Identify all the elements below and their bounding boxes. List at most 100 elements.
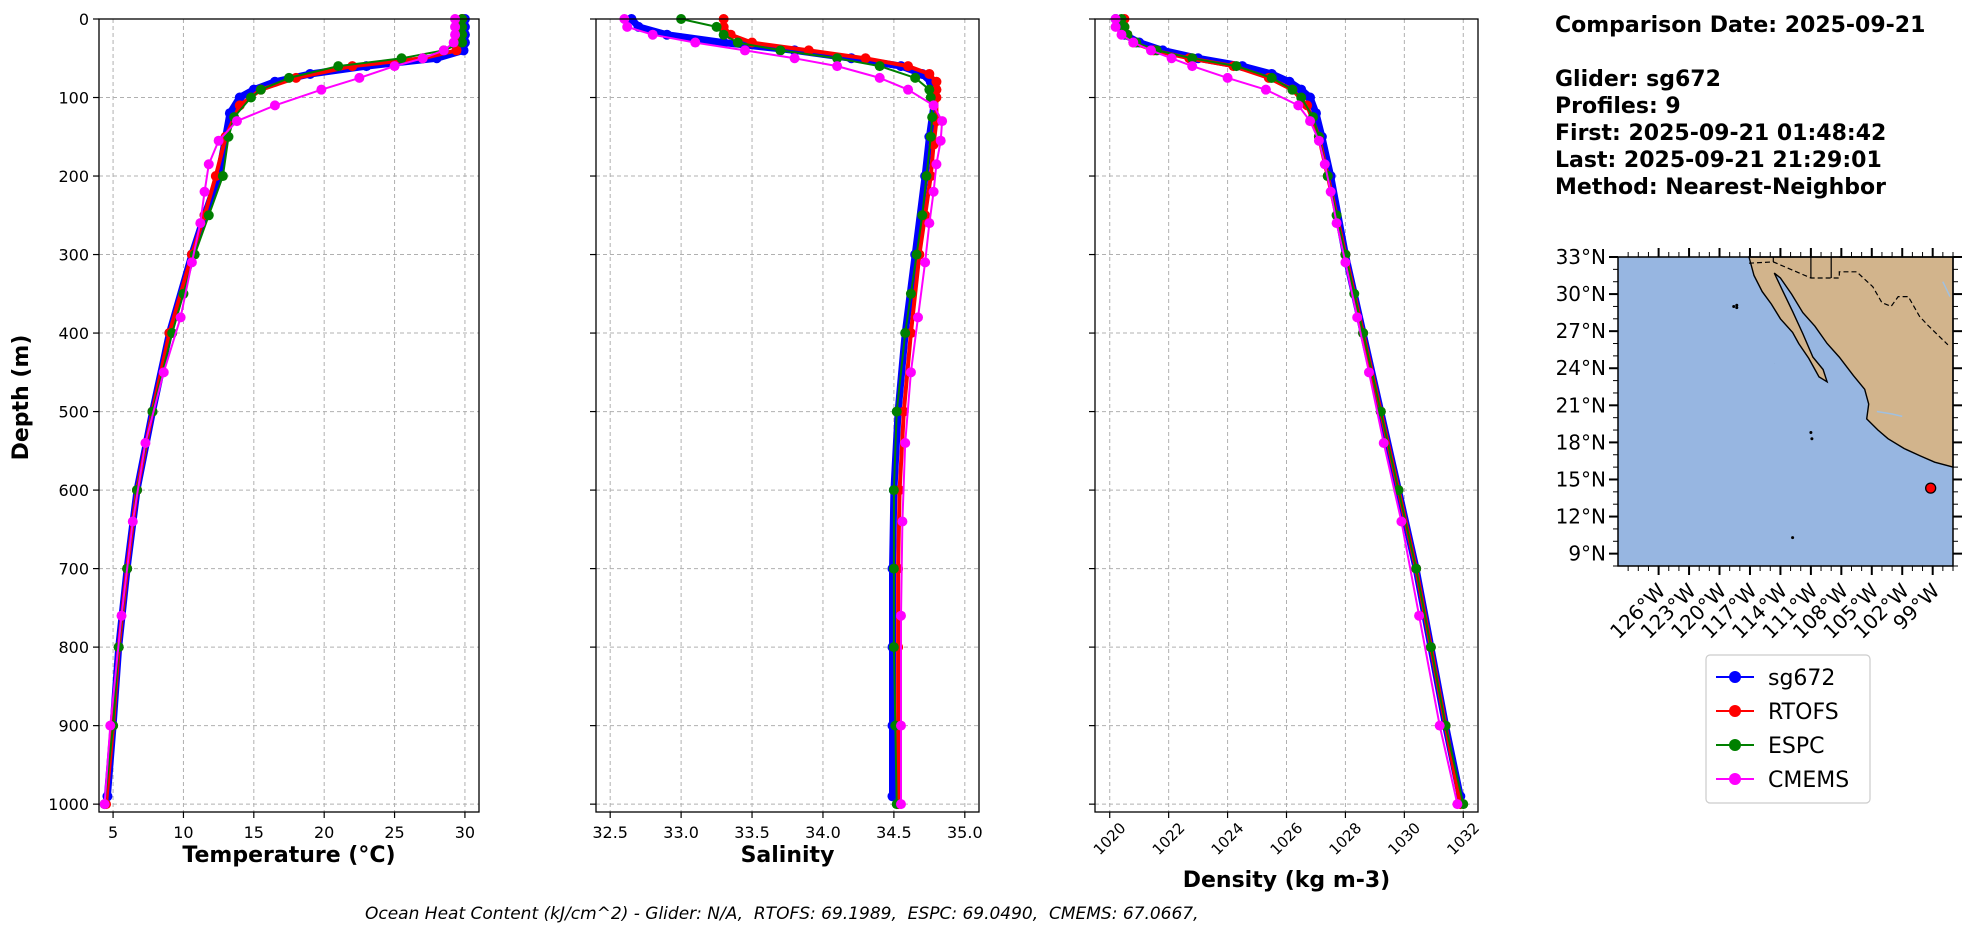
point-ESPC-14 xyxy=(912,250,922,260)
ytick-label-10: 1000 xyxy=(48,795,89,814)
point-CMEMS-6 xyxy=(832,61,842,71)
point-RTOFS-7 xyxy=(924,69,934,79)
info-panel: Comparison Date: 2025-09-21 Glider: sg67… xyxy=(1555,12,1925,201)
axes-frame xyxy=(99,19,479,812)
legend-label-RTOFS: RTOFS xyxy=(1768,700,1839,725)
point-ESPC-20 xyxy=(889,642,899,652)
xtick-label-2: 1024 xyxy=(1208,819,1248,859)
island-4 xyxy=(1810,437,1813,440)
point-CMEMS-14 xyxy=(195,218,205,228)
glider-position-marker xyxy=(1926,483,1936,493)
legend-marker-ESPC xyxy=(1729,739,1741,751)
point-ESPC-8 xyxy=(256,85,266,95)
point-ESPC-6 xyxy=(1231,61,1241,71)
glider-name: Glider: sg672 xyxy=(1555,66,1925,93)
point-CMEMS-20 xyxy=(1414,611,1424,621)
island-1 xyxy=(1735,306,1738,309)
point-CMEMS-8 xyxy=(316,85,326,95)
ytick-label-3: 300 xyxy=(58,246,89,265)
xtick-label-3: 1026 xyxy=(1267,819,1307,859)
point-ESPC-4 xyxy=(775,45,785,55)
series-line-sg672 xyxy=(632,19,936,796)
point-CMEMS-9 xyxy=(1293,100,1303,110)
point-CMEMS-1 xyxy=(622,22,632,32)
point-ESPC-12 xyxy=(922,171,932,181)
point-CMEMS-16 xyxy=(1352,312,1362,322)
point-ESPC-9 xyxy=(246,93,256,103)
point-CMEMS-18 xyxy=(900,438,910,448)
point-ESPC-19 xyxy=(1411,564,1421,574)
point-CMEMS-13 xyxy=(929,187,939,197)
xtick-label-1: 10 xyxy=(173,823,193,842)
ytick-label-2: 200 xyxy=(58,167,89,186)
point-CMEMS-12 xyxy=(204,159,214,169)
xaxis-title: Salinity xyxy=(741,843,835,868)
legend-label-CMEMS: CMEMS xyxy=(1768,768,1849,793)
point-CMEMS-8 xyxy=(903,85,913,95)
point-ESPC-17 xyxy=(892,407,902,417)
point-ESPC-20 xyxy=(1426,642,1436,652)
legend-label-sg672: sg672 xyxy=(1768,666,1835,691)
point-CMEMS-4 xyxy=(1146,45,1156,55)
xtick-label-4: 34.5 xyxy=(876,823,912,842)
point-CMEMS-12 xyxy=(931,159,941,169)
point-ESPC-6 xyxy=(333,61,343,71)
island-3 xyxy=(1809,431,1812,434)
point-ESPC-11 xyxy=(926,132,936,142)
point-CMEMS-3 xyxy=(449,38,459,48)
xtick-label-1: 1022 xyxy=(1149,819,1189,859)
axes-frame xyxy=(596,19,979,812)
point-CMEMS-15 xyxy=(1340,257,1350,267)
point-CMEMS-6 xyxy=(1187,61,1197,71)
point-CMEMS-15 xyxy=(920,257,930,267)
island-6 xyxy=(1732,305,1735,308)
xtick-label-3: 34.0 xyxy=(805,823,841,842)
point-CMEMS-11 xyxy=(936,136,946,146)
xtick-label-1: 33.0 xyxy=(663,823,699,842)
xtick-label-6: 1032 xyxy=(1443,819,1483,859)
point-CMEMS-17 xyxy=(1364,367,1374,377)
point-ESPC-18 xyxy=(889,485,899,495)
ytick-label-7: 700 xyxy=(58,560,89,579)
point-CMEMS-17 xyxy=(906,367,916,377)
point-CMEMS-14 xyxy=(924,218,934,228)
xtick-label-5: 30 xyxy=(455,823,475,842)
ytick-label-5: 500 xyxy=(58,403,89,422)
point-CMEMS-11 xyxy=(214,136,224,146)
point-CMEMS-2 xyxy=(648,30,658,40)
point-CMEMS-12 xyxy=(1320,159,1330,169)
point-ESPC-7 xyxy=(910,73,920,83)
method: Method: Nearest-Neighbor xyxy=(1555,174,1925,201)
point-CMEMS-7 xyxy=(354,73,364,83)
map-lat-label-6: 15°N xyxy=(1556,467,1606,491)
point-CMEMS-16 xyxy=(176,312,186,322)
point-ESPC-15 xyxy=(906,289,916,299)
point-CMEMS-11 xyxy=(1314,136,1324,146)
legend-marker-sg672 xyxy=(1729,671,1741,683)
point-CMEMS-20 xyxy=(117,611,127,621)
map-lat-label-2: 27°N xyxy=(1556,319,1606,343)
series-line-sg672 xyxy=(107,19,465,796)
point-CMEMS-5 xyxy=(1167,53,1177,63)
ytick-label-0: 0 xyxy=(79,10,89,29)
point-ESPC-7 xyxy=(1267,73,1277,83)
ytick-label-4: 400 xyxy=(58,324,89,343)
xtick-label-0: 32.5 xyxy=(592,823,628,842)
point-ESPC-7 xyxy=(284,73,294,83)
point-CMEMS-22 xyxy=(896,799,906,809)
point-CMEMS-7 xyxy=(1223,73,1233,83)
island-5 xyxy=(1791,536,1794,539)
point-CMEMS-3 xyxy=(690,38,700,48)
xtick-label-4: 25 xyxy=(384,823,404,842)
point-ESPC-19 xyxy=(889,564,899,574)
xtick-label-5: 35.0 xyxy=(947,823,983,842)
point-CMEMS-22 xyxy=(1452,799,1462,809)
xtick-label-4: 1028 xyxy=(1325,819,1365,859)
point-CMEMS-9 xyxy=(929,100,939,110)
point-CMEMS-17 xyxy=(159,367,169,377)
point-RTOFS-5 xyxy=(861,53,871,63)
series-line-sg672 xyxy=(1116,19,1461,796)
